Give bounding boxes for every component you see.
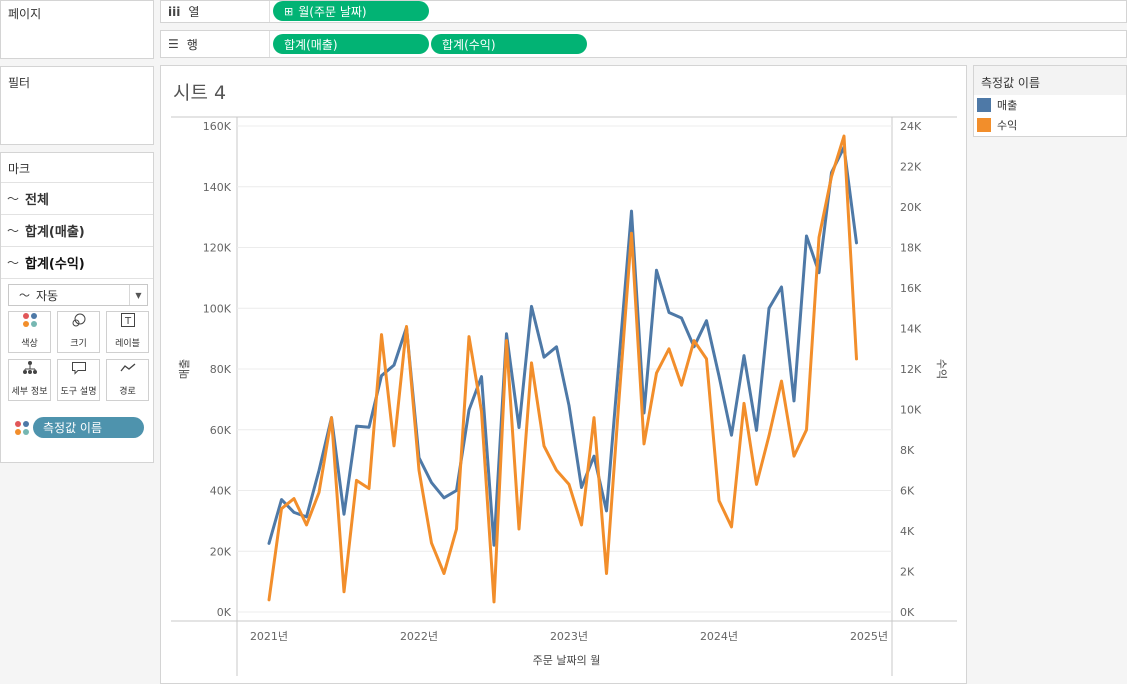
size-button[interactable]: 크기 [57, 311, 100, 353]
marks-title: 마크 [8, 162, 31, 176]
color-dots-icon [15, 421, 29, 435]
x-tick-label: 2023년 [550, 630, 588, 643]
sheet-title: 시트 4 [173, 82, 227, 104]
y-right-tick-label: 16K [900, 282, 922, 295]
size-icon [71, 312, 87, 333]
y-left-tick-label: 20K [210, 545, 232, 558]
sum-profit-pill[interactable]: 합계(수익) [431, 34, 587, 54]
legend-label: 수익 [997, 119, 1018, 132]
y-right-tick-label: 12K [900, 363, 922, 376]
y-right-tick-label: 24K [900, 120, 922, 133]
marks-panel: 마크 〜 전체 〜 합계(매출) 〜 합계(수익) 〜 자동 ▼ 색상 크기 T… [0, 152, 154, 463]
marks-tab-all[interactable]: 〜 전체 [1, 182, 153, 214]
filters-title: 필터 [8, 76, 31, 90]
line-icon: 〜 [7, 224, 20, 238]
legend-swatch [977, 118, 991, 132]
y-right-tick-label: 14K [900, 323, 922, 336]
y-right-tick-label: 4K [900, 525, 915, 538]
mark-type-value: 자동 [36, 288, 59, 303]
legend-item-profit[interactable]: 수익 [974, 115, 1126, 135]
y-left-axis-title: 매출 [178, 359, 191, 379]
divider [1, 278, 153, 279]
marks-tab-sales[interactable]: 〜 합계(매출) [1, 214, 153, 246]
color-icon [22, 312, 38, 333]
line-chart: 0K 20K 40K 60K 80K 100K 120K 140K 160K 0K 2K 4K 6K 8K… [171, 116, 957, 676]
rows-icon: ☰ [168, 37, 179, 51]
x-axis-title: 주문 날짜의 월 [533, 654, 601, 667]
y-right-axis-title: 수익 [935, 359, 948, 379]
color-button-label: 색상 [21, 339, 38, 349]
pill-label: 월(주문 날짜) [298, 4, 367, 19]
y-right-tick-label: 20K [900, 201, 922, 214]
filters-panel[interactable]: 필터 [0, 66, 154, 145]
label-icon: T [120, 312, 136, 333]
y-left-tick-label: 160K [203, 120, 232, 133]
line-icon: 〜 [7, 192, 20, 206]
measure-names-pill[interactable]: 측정값 이름 [33, 417, 144, 438]
size-button-label: 크기 [70, 339, 87, 349]
path-icon [119, 360, 136, 381]
y-left-tick-label: 80K [210, 363, 232, 376]
y-right-tick-label: 2K [900, 566, 915, 579]
pages-panel: 페이지 [0, 0, 154, 59]
marks-tab-profit[interactable]: 〜 합계(수익) [1, 246, 153, 278]
marks-tab-label: 합계(매출) [25, 225, 85, 240]
columns-icon: iii [168, 4, 181, 19]
detail-icon [22, 360, 38, 381]
label-button[interactable]: T 레이블 [106, 311, 149, 353]
y-left-tick-label: 140K [203, 181, 232, 194]
legend-item-sales[interactable]: 매출 [974, 95, 1126, 115]
y-right-tick-label: 6K [900, 485, 915, 498]
label-button-label: 레이블 [115, 339, 140, 349]
chevron-down-icon: ▼ [129, 285, 147, 305]
legend-label: 매출 [997, 99, 1018, 112]
y-right-tick-label: 22K [900, 161, 922, 174]
y-right-tick-label: 18K [900, 242, 922, 255]
path-button-label: 경로 [119, 387, 136, 397]
color-button[interactable]: 색상 [8, 311, 51, 353]
rows-shelf[interactable]: ☰ 행 합계(매출) 합계(수익) [160, 30, 1127, 58]
svg-text:T: T [123, 316, 131, 327]
y-right-tick-label: 0K [900, 606, 915, 619]
rows-shelf-label: ☰ 행 [168, 31, 270, 57]
series-line-profit [267, 134, 858, 604]
tooltip-button-label: 도구 설명 [60, 387, 97, 397]
marks-tab-label: 합계(수익) [25, 257, 85, 272]
y-left-tick-label: 0K [217, 606, 232, 619]
line-icon: 〜 [19, 289, 30, 302]
expand-icon: ⊞ [284, 4, 294, 18]
columns-shelf[interactable]: iii 열 ⊞ 월(주문 날짜) [160, 0, 1127, 23]
worksheet-view: 시트 4 0K 20K 40K 60K 80K 100K 120K 140K 160K 0K 2K 4… [160, 65, 967, 684]
tooltip-button[interactable]: 도구 설명 [57, 359, 100, 401]
x-tick-label: 2024년 [700, 630, 738, 643]
detail-button-label: 세부 정보 [11, 387, 48, 397]
columns-label-text: 열 [188, 5, 200, 19]
y-left-tick-label: 40K [210, 485, 232, 498]
order-date-month-pill[interactable]: ⊞ 월(주문 날짜) [273, 1, 429, 21]
x-tick-label: 2022년 [400, 630, 438, 643]
sum-sales-pill[interactable]: 합계(매출) [273, 34, 429, 54]
y-right-tick-label: 8K [900, 444, 915, 457]
y-left-tick-label: 120K [203, 242, 232, 255]
y-right-tick-label: 10K [900, 404, 922, 417]
y-left-tick-label: 100K [203, 302, 232, 315]
rows-label-text: 행 [186, 37, 198, 52]
legend-panel: 측정값 이름 매출 수익 [973, 65, 1127, 137]
line-icon: 〜 [7, 256, 20, 270]
x-tick-label: 2025년 [850, 630, 888, 643]
x-tick-label: 2021년 [250, 630, 288, 643]
legend-title: 측정값 이름 [974, 66, 1126, 95]
columns-shelf-label: iii 열 [168, 1, 270, 22]
marks-tab-label: 전체 [25, 193, 49, 208]
legend-swatch [977, 98, 991, 112]
series-line-sales [267, 145, 858, 547]
y-left-tick-label: 60K [210, 424, 232, 437]
pages-title: 페이지 [8, 7, 42, 21]
tooltip-icon [71, 360, 87, 381]
detail-button[interactable]: 세부 정보 [8, 359, 51, 401]
mark-type-dropdown[interactable]: 〜 자동 ▼ [8, 284, 148, 306]
path-button[interactable]: 경로 [106, 359, 149, 401]
